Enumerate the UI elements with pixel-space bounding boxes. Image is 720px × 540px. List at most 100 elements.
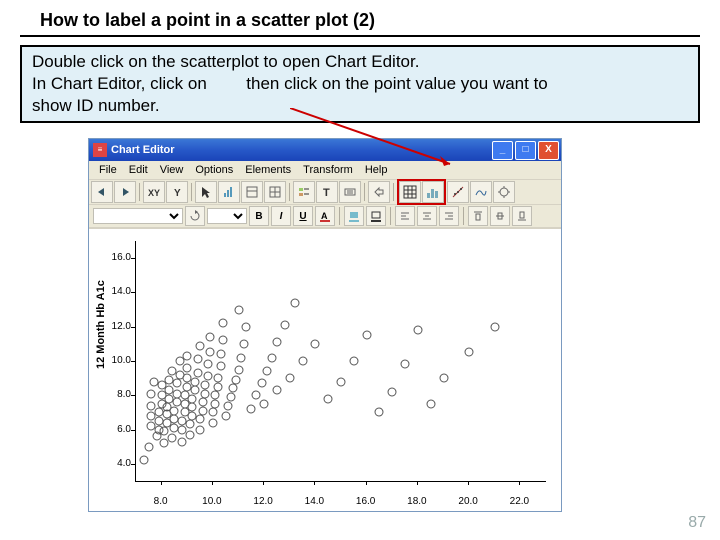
scatter-point[interactable] (203, 372, 212, 381)
y-axis-button[interactable]: Y (166, 181, 188, 203)
grid-button[interactable] (264, 181, 286, 203)
align-center-button[interactable] (417, 206, 437, 226)
align-right-button[interactable] (439, 206, 459, 226)
scatter-point[interactable] (226, 393, 235, 402)
valign-bottom-button[interactable] (512, 206, 532, 226)
fill-color-button[interactable] (344, 206, 364, 226)
scatter-point[interactable] (229, 384, 238, 393)
scatter-point[interactable] (183, 351, 192, 360)
scatter-point[interactable] (221, 411, 230, 420)
xy-button[interactable]: XY (143, 181, 165, 203)
scatter-point[interactable] (257, 379, 266, 388)
scatter-point[interactable] (211, 399, 220, 408)
scatter-point[interactable] (439, 374, 448, 383)
scatter-point[interactable] (219, 336, 228, 345)
scatter-point[interactable] (337, 377, 346, 386)
scatter-point[interactable] (193, 369, 202, 378)
scatter-point[interactable] (214, 374, 223, 383)
scatter-point[interactable] (262, 367, 271, 376)
close-button[interactable]: X (538, 141, 559, 160)
scatter-point[interactable] (147, 389, 156, 398)
scatter-point[interactable] (219, 319, 228, 328)
chart-area[interactable]: 12 Month Hb A1c 4.06.08.010.012.014.016.… (89, 228, 561, 511)
scatter-point[interactable] (285, 374, 294, 383)
scatter-point[interactable] (311, 339, 320, 348)
maximize-button[interactable]: □ (515, 141, 536, 160)
scatter-point[interactable] (193, 355, 202, 364)
scatter-point[interactable] (252, 391, 261, 400)
scatter-point[interactable] (272, 338, 281, 347)
scatter-point[interactable] (144, 442, 153, 451)
scatter-point[interactable] (188, 394, 197, 403)
scatter-point[interactable] (490, 322, 499, 331)
pointer-button[interactable] (195, 181, 217, 203)
scatter-point[interactable] (280, 321, 289, 330)
bold-button[interactable]: B (249, 206, 269, 226)
explode-button[interactable] (493, 181, 515, 203)
scatter-point[interactable] (139, 456, 148, 465)
scatter-point[interactable] (178, 437, 187, 446)
menu-view[interactable]: View (154, 164, 190, 176)
menu-help[interactable]: Help (359, 164, 394, 176)
menu-transform[interactable]: Transform (297, 164, 359, 176)
scatter-point[interactable] (185, 430, 194, 439)
scatter-point[interactable] (401, 360, 410, 369)
scatter-point[interactable] (388, 387, 397, 396)
scatter-point[interactable] (362, 331, 371, 340)
scatter-point[interactable] (167, 434, 176, 443)
bin-element-button[interactable] (422, 181, 444, 203)
scatter-point[interactable] (211, 391, 220, 400)
reset-button[interactable] (185, 206, 205, 226)
scatter-point[interactable] (198, 398, 207, 407)
scatter-point[interactable] (201, 389, 210, 398)
minimize-button[interactable]: _ (492, 141, 513, 160)
scatter-point[interactable] (375, 408, 384, 417)
font-family-select[interactable] (93, 208, 183, 224)
scatter-point[interactable] (190, 386, 199, 395)
interpolation-button[interactable] (470, 181, 492, 203)
plot-region[interactable] (135, 241, 546, 482)
scatter-point[interactable] (224, 401, 233, 410)
font-color-button[interactable]: A (315, 206, 335, 226)
valign-middle-button[interactable] (490, 206, 510, 226)
transpose-button[interactable] (368, 181, 390, 203)
menu-options[interactable]: Options (189, 164, 239, 176)
scatter-point[interactable] (173, 379, 182, 388)
scatter-point[interactable] (234, 365, 243, 374)
legend-button[interactable] (293, 181, 315, 203)
scatter-point[interactable] (290, 298, 299, 307)
text-button[interactable]: T (316, 181, 338, 203)
show-properties-button[interactable] (241, 181, 263, 203)
scatter-point[interactable] (183, 363, 192, 372)
annotation-button[interactable] (339, 181, 361, 203)
scatter-point[interactable] (413, 326, 422, 335)
scatter-point[interactable] (349, 357, 358, 366)
scatter-point[interactable] (465, 348, 474, 357)
scatter-point[interactable] (196, 425, 205, 434)
scatter-point[interactable] (208, 408, 217, 417)
scatter-point[interactable] (214, 382, 223, 391)
italic-button[interactable]: I (271, 206, 291, 226)
font-size-select[interactable] (207, 208, 247, 224)
chart-type-button[interactable] (218, 181, 240, 203)
scatter-point[interactable] (242, 322, 251, 331)
scatter-point[interactable] (170, 406, 179, 415)
scatter-point[interactable] (298, 357, 307, 366)
scatter-point[interactable] (216, 362, 225, 371)
scatter-point[interactable] (231, 375, 240, 384)
menu-elements[interactable]: Elements (239, 164, 297, 176)
redo-button[interactable] (114, 181, 136, 203)
border-color-button[interactable] (366, 206, 386, 226)
scatter-point[interactable] (190, 377, 199, 386)
scatter-point[interactable] (426, 399, 435, 408)
data-label-mode-button[interactable] (399, 181, 421, 203)
scatter-point[interactable] (203, 360, 212, 369)
scatter-point[interactable] (196, 415, 205, 424)
scatter-point[interactable] (216, 350, 225, 359)
undo-button[interactable] (91, 181, 113, 203)
scatter-point[interactable] (247, 405, 256, 414)
menu-file[interactable]: File (93, 164, 123, 176)
scatter-point[interactable] (206, 348, 215, 357)
scatter-point[interactable] (272, 386, 281, 395)
fit-line-button[interactable] (447, 181, 469, 203)
